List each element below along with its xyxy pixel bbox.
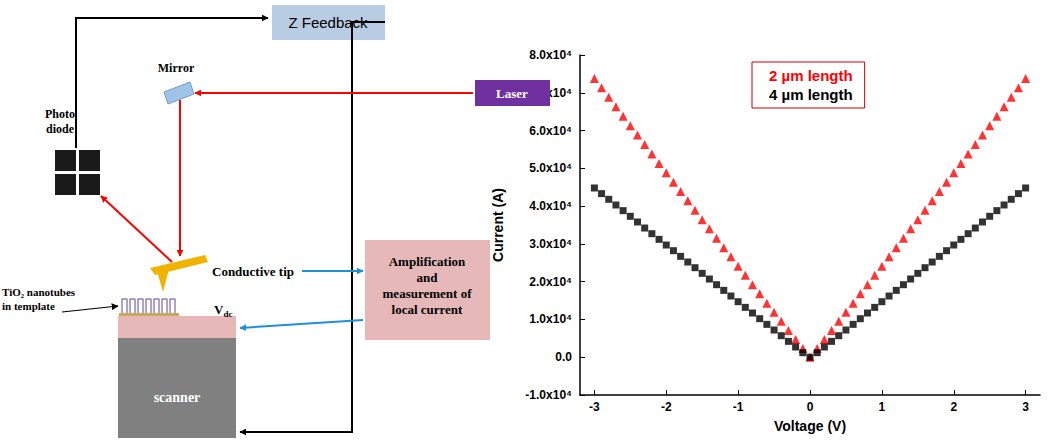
svg-text:3: 3 — [1022, 400, 1029, 414]
svg-text:7.0x10⁴: 7.0x10⁴ — [529, 85, 572, 100]
svg-text:4.0x10⁴: 4.0x10⁴ — [529, 199, 572, 213]
svg-text:-1: -1 — [733, 400, 744, 414]
svg-text:local current: local current — [392, 302, 464, 317]
svg-text:6.0x10⁴: 6.0x10⁴ — [529, 124, 572, 138]
svg-text:diode: diode — [46, 122, 75, 136]
svg-text:Z Feedback: Z Feedback — [288, 14, 368, 31]
svg-text:1: 1 — [879, 400, 886, 414]
svg-text:Mirror: Mirror — [158, 61, 195, 75]
svg-text:TiO₂ nanotubes: TiO₂ nanotubes — [2, 286, 76, 298]
svg-text:Amplification: Amplification — [389, 254, 466, 269]
svg-text:Vdc: Vdc — [214, 302, 232, 319]
svg-text:2: 2 — [950, 400, 957, 414]
svg-text:scanner: scanner — [154, 390, 201, 405]
svg-text:2 µm length: 2 µm length — [769, 67, 853, 84]
svg-text:-3: -3 — [589, 400, 600, 414]
svg-text:Conductive tip: Conductive tip — [212, 264, 294, 279]
svg-text:Laser: Laser — [496, 86, 528, 101]
svg-text:Photo: Photo — [45, 107, 75, 121]
svg-text:4 µm length: 4 µm length — [769, 86, 853, 103]
svg-text:and: and — [417, 270, 439, 285]
svg-text:0.0: 0.0 — [555, 350, 572, 364]
svg-text:in template: in template — [2, 300, 55, 312]
svg-text:5.0x10⁴: 5.0x10⁴ — [529, 161, 572, 175]
svg-text:8.0x10⁴: 8.0x10⁴ — [529, 48, 572, 62]
svg-text:-2: -2 — [661, 400, 672, 414]
svg-text:3.0x10⁴: 3.0x10⁴ — [529, 237, 572, 251]
svg-text:-1.0x10⁴: -1.0x10⁴ — [525, 388, 572, 402]
svg-text:Voltage (V): Voltage (V) — [774, 418, 846, 434]
svg-text:0: 0 — [807, 400, 814, 414]
svg-text:2.0x10⁴: 2.0x10⁴ — [529, 275, 572, 289]
svg-text:measurement of: measurement of — [383, 286, 473, 301]
svg-text:Current (A): Current (A) — [490, 188, 506, 262]
svg-text:1.0x10⁴: 1.0x10⁴ — [529, 312, 572, 326]
